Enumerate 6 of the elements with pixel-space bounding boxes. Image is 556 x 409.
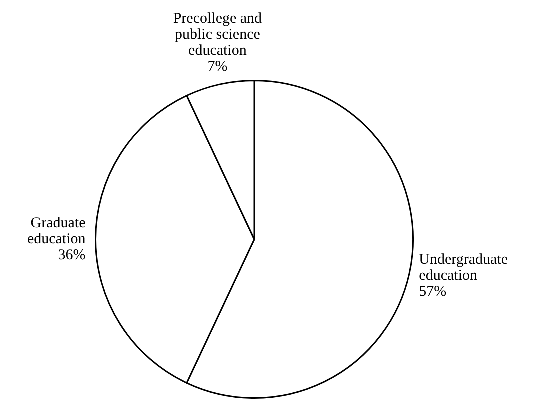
data-label: 36% (58, 247, 86, 264)
slice-label: Precollege and public science education (173, 10, 263, 59)
data-label: 57% (419, 284, 447, 300)
slice-label: Undergraduate education (419, 252, 508, 284)
slice-label: Graduate education (27, 215, 86, 248)
data-label: 7% (208, 58, 228, 75)
